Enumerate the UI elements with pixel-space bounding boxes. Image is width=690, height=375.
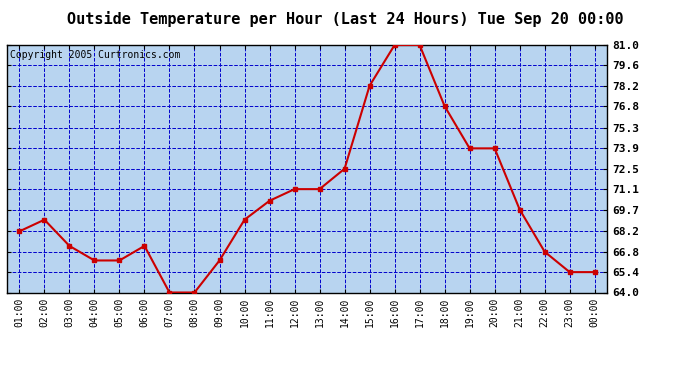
Text: Copyright 2005 Curtronics.com: Copyright 2005 Curtronics.com xyxy=(10,50,180,60)
Text: Outside Temperature per Hour (Last 24 Hours) Tue Sep 20 00:00: Outside Temperature per Hour (Last 24 Ho… xyxy=(67,11,623,27)
